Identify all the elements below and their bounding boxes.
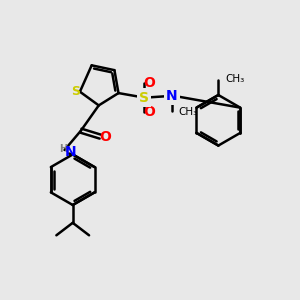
Text: S: S [71,85,80,98]
Text: O: O [143,105,155,119]
Text: CH₃: CH₃ [226,74,245,84]
Text: O: O [143,76,155,90]
Text: S: S [139,91,149,104]
Text: H: H [59,143,67,154]
Text: N: N [166,89,178,103]
Text: CH₃: CH₃ [178,107,198,117]
Text: N: N [65,146,76,159]
Text: O: O [99,130,111,144]
